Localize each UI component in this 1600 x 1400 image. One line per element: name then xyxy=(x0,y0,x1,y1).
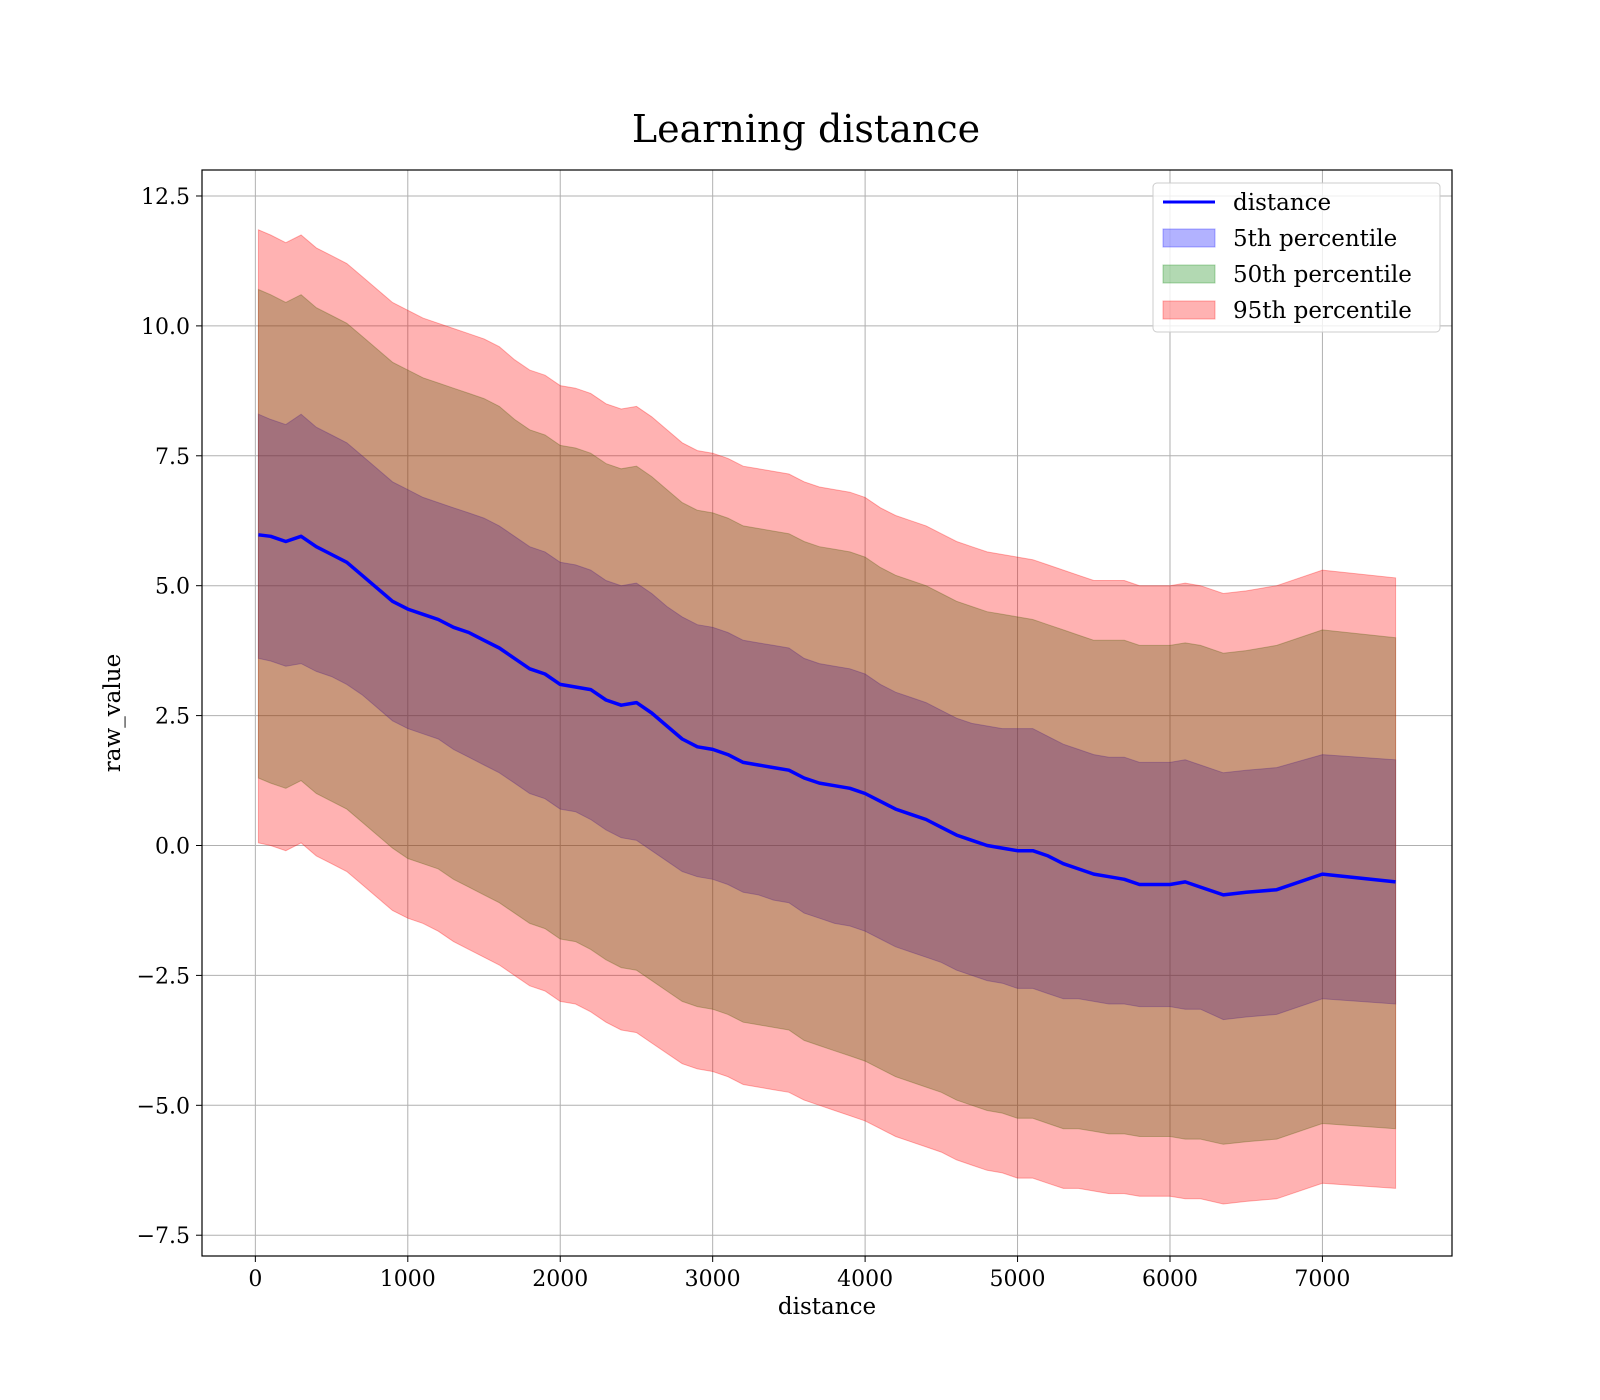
y-tick-label: −5.0 xyxy=(137,1094,190,1119)
y-axis-label: raw_value xyxy=(100,654,126,772)
x-tick-label: 6000 xyxy=(1142,1267,1198,1292)
series-lines xyxy=(258,533,1396,897)
legend-label-5th: 5th percentile xyxy=(1233,226,1397,252)
y-tick-label: 2.5 xyxy=(155,705,190,730)
grid-layer xyxy=(202,170,1452,1256)
x-tick-label: 7000 xyxy=(1294,1267,1350,1292)
y-tick-label: 10.0 xyxy=(141,315,190,340)
series-line-distance xyxy=(258,533,1396,897)
plot-frame xyxy=(201,169,1453,1257)
legend-swatch-95th xyxy=(1162,300,1216,320)
band-5th-percentile xyxy=(257,413,1397,1021)
axis-ticks: 0 1000 2000 3000 4000 5000 6000 7000 −7.5 −5.0 −2.… xyxy=(137,185,1351,1292)
y-tick-label: 7.5 xyxy=(155,445,190,470)
band-95th-percentile xyxy=(257,229,1397,1205)
y-tick-label: −7.5 xyxy=(137,1224,190,1249)
x-tick-label: 1000 xyxy=(380,1267,436,1292)
legend-swatch-5th xyxy=(1162,228,1216,248)
chart-title: Learning distance xyxy=(632,107,980,151)
x-tick-label: 2000 xyxy=(532,1267,588,1292)
x-tick-label: 5000 xyxy=(990,1267,1046,1292)
legend: distance 5th percentile 50th percentile … xyxy=(1152,182,1441,333)
y-tick-label: 12.5 xyxy=(141,185,190,210)
legend-label-distance: distance xyxy=(1233,190,1331,216)
legend-swatch-50th xyxy=(1162,264,1216,284)
band-50th-percentile xyxy=(257,288,1397,1145)
y-tick-label: 0.0 xyxy=(155,835,190,860)
y-tick-label: −2.5 xyxy=(137,964,190,989)
legend-label-50th: 50th percentile xyxy=(1233,262,1412,288)
legend-label-95th: 95th percentile xyxy=(1233,298,1412,324)
percentile-bands xyxy=(257,229,1397,1205)
y-tick-label: 5.0 xyxy=(155,575,190,600)
legend-box xyxy=(1152,182,1441,333)
x-tick-label: 4000 xyxy=(837,1267,893,1292)
x-tick-label: 0 xyxy=(248,1267,262,1292)
x-tick-label: 3000 xyxy=(685,1267,741,1292)
x-axis-label: distance xyxy=(778,1294,876,1320)
